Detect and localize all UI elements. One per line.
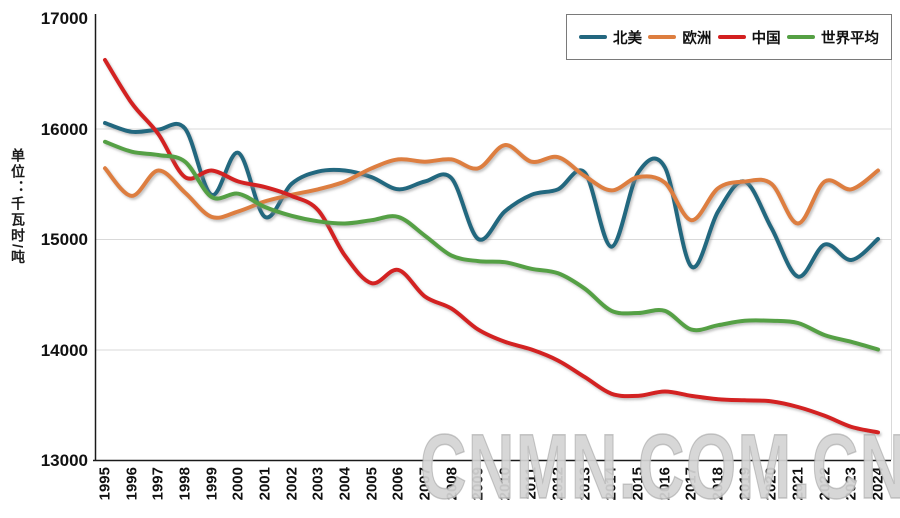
x-tick-label: 2013 [576,467,594,501]
x-tick-label: 2002 [283,467,301,501]
series-line-欧洲 [103,143,880,226]
x-tick-label: 2010 [496,467,514,501]
x-tick-label: 2021 [789,467,807,501]
x-tick-label: 2022 [816,467,834,501]
x-tick-label: 2004 [336,467,354,501]
x-tick-label: 2014 [602,467,620,501]
x-tick-label: 2001 [256,467,274,501]
x-tick-label: 2019 [736,467,754,501]
legend-label: 北美 [613,30,642,47]
y-tick-label: 15000 [40,230,88,249]
legend-line-swatch [717,35,746,39]
legend-item-china: 中国 [717,27,781,48]
x-tick-label: 2015 [629,467,647,501]
x-tick-label: 1996 [123,467,141,501]
x-tick-label: 2024 [869,467,887,501]
x-tick-label: 2011 [522,467,540,500]
legend-label: 中国 [751,30,781,47]
legend-item-europe: 欧洲 [648,27,711,48]
x-tick-label: 2007 [416,467,434,501]
x-tick-label: 2003 [309,467,327,501]
x-tick-label: 1999 [203,467,221,501]
legend-item-north-america: 北美 [579,27,642,48]
x-tick-label: 2008 [443,467,461,501]
x-tick-label: 2006 [389,467,407,501]
y-tick-label: 14000 [40,340,88,360]
y-tick-label: 13000 [40,451,88,470]
x-tick-label: 2000 [229,467,247,501]
legend-item-world-average: 世界平均 [786,27,879,48]
legend-line-swatch [786,35,815,39]
x-tick-label: 2005 [363,467,381,501]
x-tick-label: 2009 [469,467,487,501]
legend-label: 欧洲 [682,30,712,47]
series-line-中国 [103,57,880,435]
x-tick-label: 1995 [96,467,114,501]
legend-label: 世界平均 [820,30,879,47]
legend: 北美 欧洲 中国 世界平均 [566,14,892,60]
legend-line-swatch [648,35,677,39]
x-tick-label: 2016 [656,467,674,501]
y-tick-label: 17000 [40,9,88,28]
x-tick-label: 2017 [682,467,700,501]
y-tick-label: 16000 [40,119,88,139]
x-tick-label: 2023 [842,467,860,501]
x-tick-label: 2018 [709,467,727,501]
x-tick-label: 2020 [762,467,780,501]
x-tick-label: 1997 [149,467,167,501]
y-axis-title: 单位：千瓦时/吨 [10,148,26,266]
x-tick-label: 2012 [549,467,567,501]
legend-line-swatch [579,35,607,39]
series-line-世界平均 [103,139,880,352]
x-tick-label: 1998 [176,467,194,501]
